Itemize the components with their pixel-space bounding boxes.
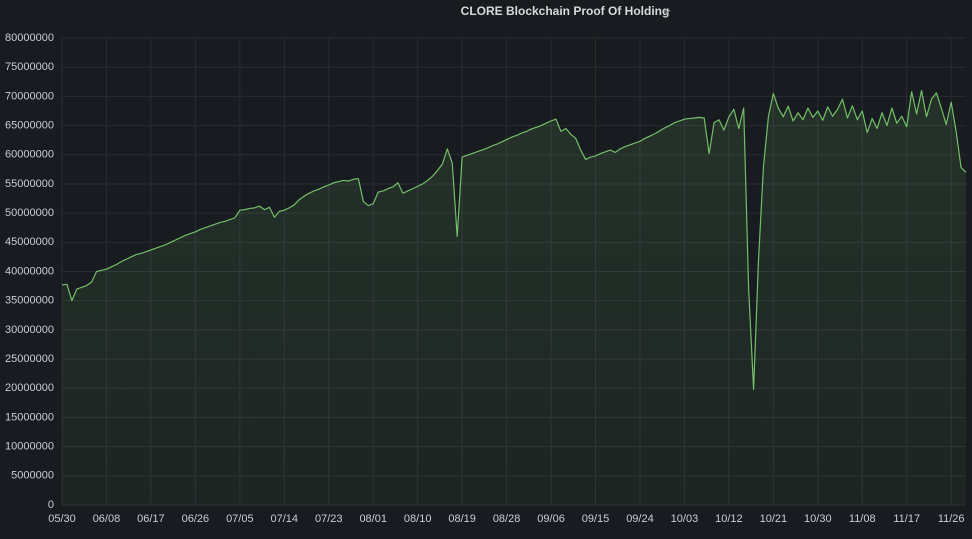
y-tick-label: 65000000 xyxy=(5,119,54,131)
y-tick-label: 20000000 xyxy=(5,382,54,394)
x-tick-label: 08/19 xyxy=(448,513,476,525)
y-tick-label: 25000000 xyxy=(5,353,54,365)
title-menu-chevron[interactable] xyxy=(663,9,671,14)
y-tick-label: 75000000 xyxy=(5,61,54,73)
area-fill xyxy=(62,90,966,505)
data-line xyxy=(61,89,967,391)
x-tick-label: 09/06 xyxy=(537,513,565,525)
y-tick-label: 10000000 xyxy=(5,441,54,453)
chart-title[interactable]: CLORE Blockchain Proof Of Holding xyxy=(461,4,670,18)
x-tick-label: 08/01 xyxy=(359,513,387,525)
x-tick-label: 11/26 xyxy=(938,513,965,525)
x-tick-label: 10/12 xyxy=(715,513,743,525)
x-tick-label: 06/08 xyxy=(93,513,121,525)
x-tick-label: 09/24 xyxy=(626,513,654,525)
x-tick-label: 05/30 xyxy=(48,513,76,525)
x-tick-label: 11/08 xyxy=(849,513,876,525)
x-tick-label: 08/10 xyxy=(404,513,432,525)
y-tick-label: 0 xyxy=(48,499,54,511)
y-tick-label: 5000000 xyxy=(11,470,54,482)
y-tick-label: 45000000 xyxy=(5,236,54,248)
x-tick-label: 06/17 xyxy=(137,513,165,525)
x-tick-label: 11/17 xyxy=(893,513,920,525)
y-tick-label: 40000000 xyxy=(5,265,54,277)
y-tick-label: 55000000 xyxy=(5,178,54,190)
x-tick-label: 10/21 xyxy=(760,513,788,525)
y-tick-label: 15000000 xyxy=(5,411,54,423)
x-tick-label: 07/05 xyxy=(226,513,254,525)
y-tick-label: 30000000 xyxy=(5,324,54,336)
x-tick-label: 06/26 xyxy=(182,513,210,525)
x-tick-label: 10/30 xyxy=(804,513,832,525)
y-tick-label: 80000000 xyxy=(5,32,54,44)
y-tick-label: 50000000 xyxy=(5,207,54,219)
y-tick-label: 35000000 xyxy=(5,295,54,307)
y-tick-label: 60000000 xyxy=(5,149,54,161)
x-tick-label: 07/14 xyxy=(271,513,299,525)
x-tick-label: 09/15 xyxy=(582,513,610,525)
x-tick-label: 10/03 xyxy=(671,513,699,525)
x-tick-label: 07/23 xyxy=(315,513,343,525)
y-tick-label: 70000000 xyxy=(5,90,54,102)
x-tick-label: 08/28 xyxy=(493,513,521,525)
